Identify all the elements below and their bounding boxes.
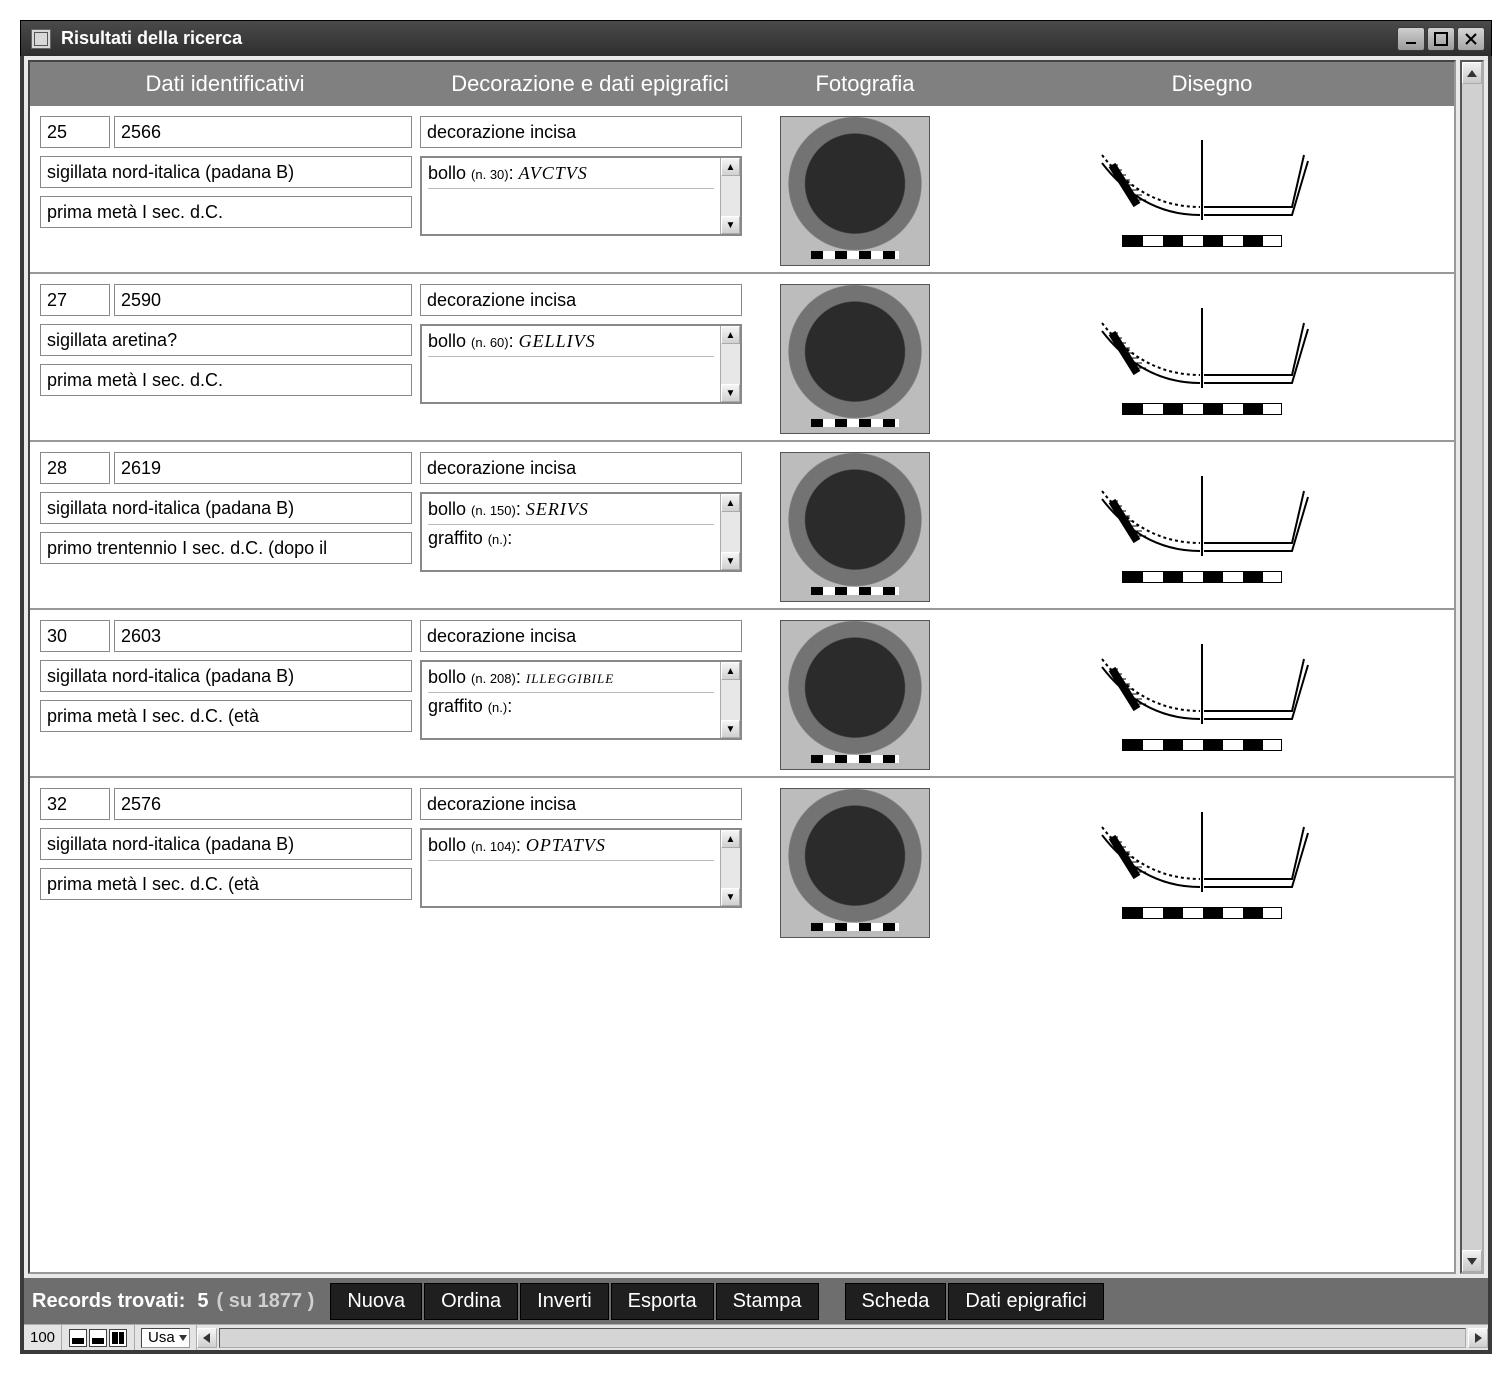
hscroll-right[interactable] bbox=[1468, 1328, 1488, 1348]
record-bolli-box[interactable]: bollo (n. 150): SERIVSgraffito (n.):▲▼ bbox=[420, 492, 742, 572]
record-drawing[interactable] bbox=[1077, 630, 1327, 760]
col-header-dis: Disegno bbox=[970, 71, 1454, 97]
record-inv-field[interactable]: 2566 bbox=[114, 116, 412, 148]
record-decor-field[interactable]: decorazione incisa bbox=[420, 116, 742, 148]
minimize-button[interactable] bbox=[1397, 27, 1425, 51]
table-row: 282619 sigillata nord-italica (padana B) p… bbox=[30, 442, 1454, 610]
scroll-up-button[interactable] bbox=[1462, 62, 1482, 84]
esporta-button[interactable]: Esporta bbox=[611, 1283, 714, 1320]
scroll-down-button[interactable] bbox=[1462, 1250, 1482, 1272]
record-crono-field[interactable]: prima metà I sec. d.C. bbox=[40, 364, 412, 396]
zoom-value[interactable]: 100 bbox=[24, 1325, 62, 1350]
record-decor-field[interactable]: decorazione incisa bbox=[420, 620, 742, 652]
record-inv-field[interactable]: 2603 bbox=[114, 620, 412, 652]
record-photo[interactable] bbox=[780, 620, 930, 770]
status-bar: 100 Usa bbox=[24, 1324, 1488, 1350]
bolli-scroll-up[interactable]: ▲ bbox=[721, 494, 740, 512]
col-header-id: Dati identificativi bbox=[30, 71, 420, 97]
titlebar: Risultati della ricerca bbox=[20, 20, 1492, 56]
nuova-button[interactable]: Nuova bbox=[330, 1283, 422, 1320]
window-title: Risultati della ricerca bbox=[61, 28, 242, 49]
hscroll-left[interactable] bbox=[197, 1328, 217, 1348]
record-photo[interactable] bbox=[780, 452, 930, 602]
record-inv-field[interactable]: 2590 bbox=[114, 284, 412, 316]
stampa-button[interactable]: Stampa bbox=[716, 1283, 819, 1320]
col-header-foto: Fotografia bbox=[760, 71, 970, 97]
records-found-label: Records trovati: bbox=[32, 1290, 185, 1313]
app-icon bbox=[31, 29, 51, 49]
record-classe-field[interactable]: sigillata nord-italica (padana B) bbox=[40, 660, 412, 692]
records-found-count: 5 bbox=[197, 1290, 208, 1313]
layout-select-value[interactable]: Usa bbox=[141, 1328, 190, 1348]
inverti-button[interactable]: Inverti bbox=[520, 1283, 608, 1320]
record-crono-field[interactable]: prima metà I sec. d.C. bbox=[40, 196, 412, 228]
view-mode-icon-1[interactable] bbox=[69, 1329, 87, 1347]
column-header-row: Dati identificativi Decorazione e dati e… bbox=[30, 62, 1454, 106]
scroll-track[interactable] bbox=[1462, 84, 1482, 1250]
record-decor-field[interactable]: decorazione incisa bbox=[420, 284, 742, 316]
close-button[interactable] bbox=[1457, 27, 1485, 51]
bolli-scroll-down[interactable]: ▼ bbox=[721, 720, 740, 738]
record-num-field[interactable]: 30 bbox=[40, 620, 110, 652]
record-bolli-box[interactable]: bollo (n. 60): GELLIVS▲▼ bbox=[420, 324, 742, 404]
record-bolli-box[interactable]: bollo (n. 208): illeggibilegraffito (n.)… bbox=[420, 660, 742, 740]
record-classe-field[interactable]: sigillata nord-italica (padana B) bbox=[40, 492, 412, 524]
record-num-field[interactable]: 25 bbox=[40, 116, 110, 148]
record-drawing[interactable] bbox=[1077, 798, 1327, 928]
view-mode-icon-3[interactable] bbox=[109, 1329, 127, 1347]
record-photo[interactable] bbox=[780, 788, 930, 938]
record-drawing[interactable] bbox=[1077, 294, 1327, 424]
record-decor-field[interactable]: decorazione incisa bbox=[420, 452, 742, 484]
bolli-scroll-down[interactable]: ▼ bbox=[721, 552, 740, 570]
record-num-field[interactable]: 27 bbox=[40, 284, 110, 316]
records-total: ( su 1877 ) bbox=[217, 1290, 315, 1313]
record-bolli-box[interactable]: bollo (n. 104): OPTATVS▲▼ bbox=[420, 828, 742, 908]
bolli-scroll-up[interactable]: ▲ bbox=[721, 158, 740, 176]
maximize-button[interactable] bbox=[1427, 27, 1455, 51]
record-num-field[interactable]: 28 bbox=[40, 452, 110, 484]
record-inv-field[interactable]: 2619 bbox=[114, 452, 412, 484]
dati-epigrafici-button[interactable]: Dati epigrafici bbox=[948, 1283, 1103, 1320]
footer-bar: Records trovati: 5 ( su 1877 ) NuovaOrdi… bbox=[24, 1278, 1488, 1324]
vertical-scrollbar[interactable] bbox=[1460, 60, 1484, 1274]
bolli-scroll-down[interactable]: ▼ bbox=[721, 216, 740, 234]
bolli-scroll-down[interactable]: ▼ bbox=[721, 384, 740, 402]
record-num-field[interactable]: 32 bbox=[40, 788, 110, 820]
scheda-button[interactable]: Scheda bbox=[845, 1283, 947, 1320]
record-drawing[interactable] bbox=[1077, 462, 1327, 592]
bolli-scroll-down[interactable]: ▼ bbox=[721, 888, 740, 906]
record-inv-field[interactable]: 2576 bbox=[114, 788, 412, 820]
bolli-scroll-up[interactable]: ▲ bbox=[721, 662, 740, 680]
records-list: 252566 sigillata nord-italica (padana B) p… bbox=[30, 106, 1454, 944]
layout-select[interactable]: Usa bbox=[135, 1325, 197, 1350]
record-crono-field[interactable]: prima metà I sec. d.C. (età bbox=[40, 700, 412, 732]
view-mode-icon-2[interactable] bbox=[89, 1329, 107, 1347]
hscroll-track[interactable] bbox=[219, 1328, 1466, 1348]
table-row: 302603 sigillata nord-italica (padana B) p… bbox=[30, 610, 1454, 778]
record-photo[interactable] bbox=[780, 116, 930, 266]
view-icons[interactable] bbox=[62, 1325, 135, 1350]
record-crono-field[interactable]: prima metà I sec. d.C. (età bbox=[40, 868, 412, 900]
record-crono-field[interactable]: primo trentennio I sec. d.C. (dopo il bbox=[40, 532, 412, 564]
table-row: 252566 sigillata nord-italica (padana B) p… bbox=[30, 106, 1454, 274]
col-header-dec: Decorazione e dati epigrafici bbox=[420, 71, 760, 97]
record-photo[interactable] bbox=[780, 284, 930, 434]
record-classe-field[interactable]: sigillata aretina? bbox=[40, 324, 412, 356]
ordina-button[interactable]: Ordina bbox=[424, 1283, 518, 1320]
record-drawing[interactable] bbox=[1077, 126, 1327, 256]
table-row: 322576 sigillata nord-italica (padana B) p… bbox=[30, 778, 1454, 944]
bolli-scroll-up[interactable]: ▲ bbox=[721, 830, 740, 848]
record-bolli-box[interactable]: bollo (n. 30): AVCTVS▲▼ bbox=[420, 156, 742, 236]
record-classe-field[interactable]: sigillata nord-italica (padana B) bbox=[40, 828, 412, 860]
record-classe-field[interactable]: sigillata nord-italica (padana B) bbox=[40, 156, 412, 188]
bolli-scroll-up[interactable]: ▲ bbox=[721, 326, 740, 344]
record-decor-field[interactable]: decorazione incisa bbox=[420, 788, 742, 820]
table-row: 272590 sigillata aretina? prima metà I sec… bbox=[30, 274, 1454, 442]
